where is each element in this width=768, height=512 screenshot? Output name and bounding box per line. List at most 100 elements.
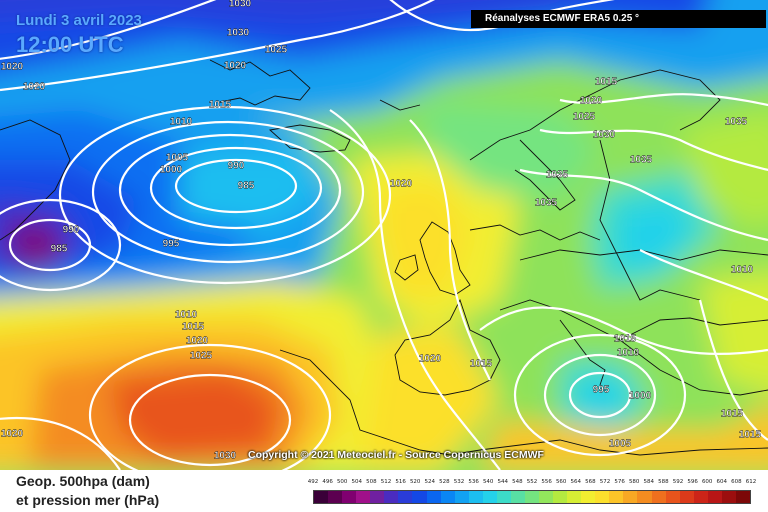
color-scale-swatch: [384, 491, 399, 503]
isobar-label: 1020: [390, 179, 413, 190]
color-scale-tick: 500: [336, 479, 348, 485]
color-scale-swatch: [665, 491, 680, 503]
color-scale-swatch: [342, 491, 357, 503]
color-scale-swatch: [735, 491, 750, 503]
color-scale-tick: 504: [351, 479, 363, 485]
isobar-label: 1020: [1, 429, 24, 440]
color-scale-tick: 524: [424, 479, 436, 485]
isobar-label: 995: [163, 239, 180, 250]
isobar-label: 1020: [186, 336, 209, 347]
isobar-label: 1035: [630, 155, 653, 166]
color-scale-tick: 544: [497, 479, 509, 485]
isobar-label: 1010: [170, 117, 193, 128]
copyright-notice: Copyright © 2021 Meteociel.fr - Source C…: [248, 449, 544, 461]
map-canvas: 1030103010251020102010201015101010051000…: [0, 0, 768, 470]
isobar-label: 1015: [470, 359, 493, 370]
isobar-label: 1030: [229, 0, 252, 10]
color-scale-swatch: [496, 491, 511, 503]
color-scale-swatch: [553, 491, 568, 503]
isobar-label: 1020: [419, 354, 442, 365]
color-scale-tick: 592: [672, 479, 684, 485]
color-scale-swatch: [567, 491, 582, 503]
map-time: 12:00 UTC: [16, 32, 124, 57]
color-scale-swatch: [581, 491, 596, 503]
isobar-label: 1020: [23, 82, 46, 93]
color-scale-swatch: [454, 491, 469, 503]
color-scale-swatch: [609, 491, 624, 503]
isobar-label: 1035: [535, 198, 558, 209]
color-scale-tick: 520: [409, 479, 421, 485]
isobar-label: 1015: [209, 100, 232, 111]
color-scale-swatch: [637, 491, 652, 503]
isobar-label: 1030: [593, 130, 616, 141]
isobar-label: 1020: [580, 96, 603, 107]
color-scale-tick: 528: [439, 479, 450, 485]
legend-title: Geop. 500hpa (dam) et pression mer (hPa): [16, 472, 159, 510]
isobar-label: 1025: [573, 112, 596, 123]
isobar-label: 1010: [617, 348, 640, 359]
isobar-label: 1030: [227, 28, 250, 39]
color-scale-tick: 516: [395, 479, 406, 485]
color-scale-tick: 588: [658, 479, 669, 485]
isobar-label: 1020: [224, 61, 247, 72]
legend-title-line2: et pression mer (hPa): [16, 492, 160, 508]
isobar-label: 985: [238, 181, 255, 192]
color-scale-tick: 556: [541, 479, 552, 485]
isobar-labels: 1030103010251020102010201015101010051000…: [1, 0, 762, 462]
color-scale-tick: 532: [453, 479, 465, 485]
legend-panel: Geop. 500hpa (dam) et pression mer (hPa)…: [0, 470, 768, 512]
isobar-label: 1000: [629, 391, 652, 402]
color-scale-swatch: [721, 491, 736, 503]
color-scale-swatch: [595, 491, 610, 503]
color-scale-swatch: [679, 491, 694, 503]
isobar-label: 1005: [166, 153, 189, 164]
color-scale-tick: 580: [628, 479, 640, 485]
map-date: Lundi 3 avril 2023: [16, 12, 142, 29]
color-scale-bar: [313, 490, 751, 504]
isobar-label: 1015: [614, 334, 637, 345]
geopotential-shading: [0, 0, 768, 470]
color-scale-swatch: [510, 491, 525, 503]
color-scale-tick: 576: [614, 479, 625, 485]
color-scale-swatch: [356, 491, 371, 503]
color-scale-tick: 596: [687, 479, 698, 485]
color-scale-tick: 604: [716, 479, 728, 485]
isobar-label: 1025: [190, 351, 213, 362]
color-scale-tick: 568: [585, 479, 596, 485]
color-scale-swatch: [440, 491, 455, 503]
color-scale-swatch: [651, 491, 666, 503]
color-scale-labels: 492 496 500 504 508 512 516 520 524 528 532 536 540 5…: [308, 479, 757, 487]
color-scale-tick: 496: [322, 479, 333, 485]
color-scale-tick: 492: [307, 479, 319, 485]
color-scale-swatch: [468, 491, 483, 503]
color-scale-tick: 560: [555, 479, 567, 485]
color-scale-tick: 548: [512, 479, 523, 485]
color-scale-tick: 608: [731, 479, 742, 485]
color-scale-tick: 572: [599, 479, 611, 485]
data-source-label: Réanalyses ECMWF ERA5 0.25 °: [471, 10, 766, 28]
isobar-label: 1025: [265, 45, 288, 56]
isobar-label: 1000: [160, 165, 183, 176]
isobar-label: 990: [63, 225, 80, 236]
color-scale-swatch: [707, 491, 722, 503]
isobar-label: 1010: [731, 265, 754, 276]
color-scale-tick: 512: [380, 479, 392, 485]
color-scale-swatch: [370, 491, 385, 503]
color-scale-tick: 600: [701, 479, 713, 485]
color-scale-swatch: [328, 491, 343, 503]
isobar-label: 995: [593, 385, 610, 396]
isobar-label: 1035: [725, 117, 748, 128]
isobar-label: 1015: [595, 77, 618, 88]
isobar-label: 1015: [739, 430, 762, 441]
color-scale-tick: 612: [745, 479, 757, 485]
color-scale-swatch: [693, 491, 708, 503]
color-scale-swatch: [623, 491, 638, 503]
isobar-label: 1035: [546, 170, 569, 181]
color-scale-tick: 584: [643, 479, 655, 485]
color-scale-swatch: [539, 491, 554, 503]
color-scale-swatch: [398, 491, 413, 503]
isobar-label: 990: [228, 161, 245, 172]
color-scale-swatch: [314, 491, 329, 503]
color-scale-swatch: [412, 491, 427, 503]
color-scale-tick: 552: [526, 479, 538, 485]
